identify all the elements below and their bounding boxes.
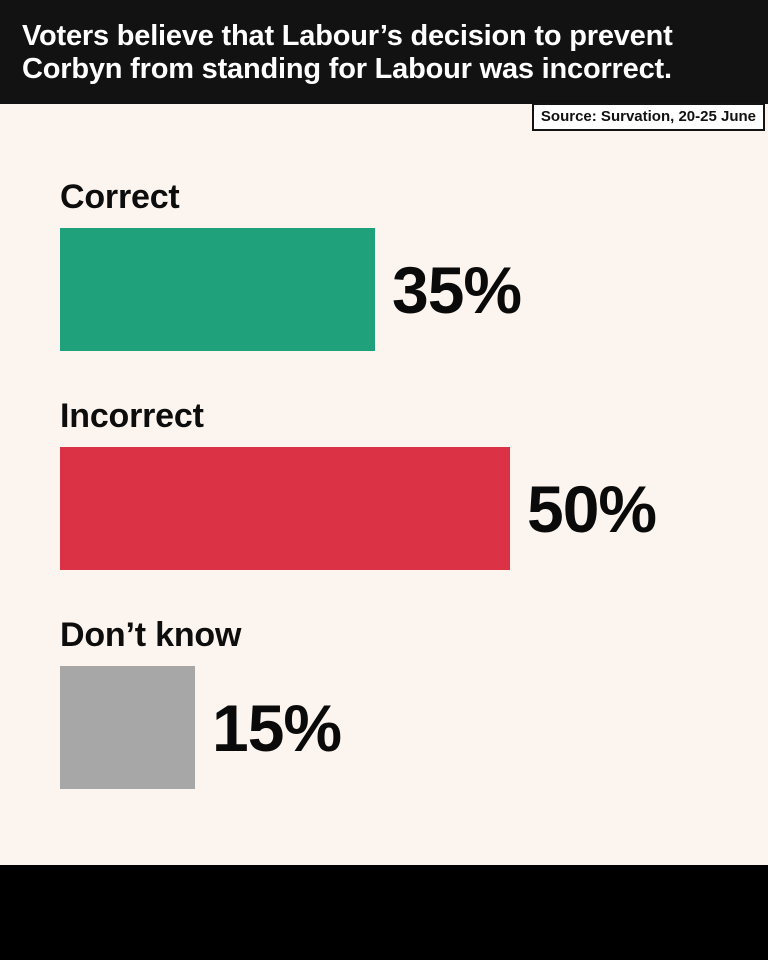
header-band: Voters believe that Labour’s decision to… bbox=[0, 0, 768, 104]
chart-title-line1: Voters believe that Labour’s decision to… bbox=[22, 20, 673, 52]
footer-band bbox=[0, 865, 768, 960]
chart-title-line2: Corbyn from standing for Labour was inco… bbox=[22, 53, 672, 85]
chart-area: Correct 35% Incorrect 50% Don’t know 15% bbox=[0, 104, 768, 865]
bar-value-correct: 35% bbox=[392, 252, 522, 327]
bar-group-incorrect: Incorrect 50% bbox=[60, 399, 768, 570]
bar-line-correct: 35% bbox=[60, 228, 768, 351]
bar-group-correct: Correct 35% bbox=[60, 180, 768, 351]
bar-group-dont-know: Don’t know 15% bbox=[60, 618, 768, 789]
bar-line-dont-know: 15% bbox=[60, 666, 768, 789]
source-text: Source: Survation, 20-25 June bbox=[540, 108, 756, 125]
bar-correct bbox=[60, 228, 375, 351]
bar-value-incorrect: 50% bbox=[527, 471, 657, 546]
bar-label-correct: Correct bbox=[60, 178, 180, 216]
bar-dont-know bbox=[60, 666, 195, 789]
bar-value-dont-know: 15% bbox=[212, 690, 342, 765]
chart-title: Voters believe that Labour’s decision to… bbox=[22, 20, 748, 86]
source-box: Source: Survation, 20-25 June bbox=[531, 103, 765, 131]
bar-incorrect bbox=[60, 447, 510, 570]
bar-label-incorrect: Incorrect bbox=[60, 397, 204, 435]
bar-line-incorrect: 50% bbox=[60, 447, 768, 570]
bar-label-dont-know: Don’t know bbox=[60, 616, 242, 654]
